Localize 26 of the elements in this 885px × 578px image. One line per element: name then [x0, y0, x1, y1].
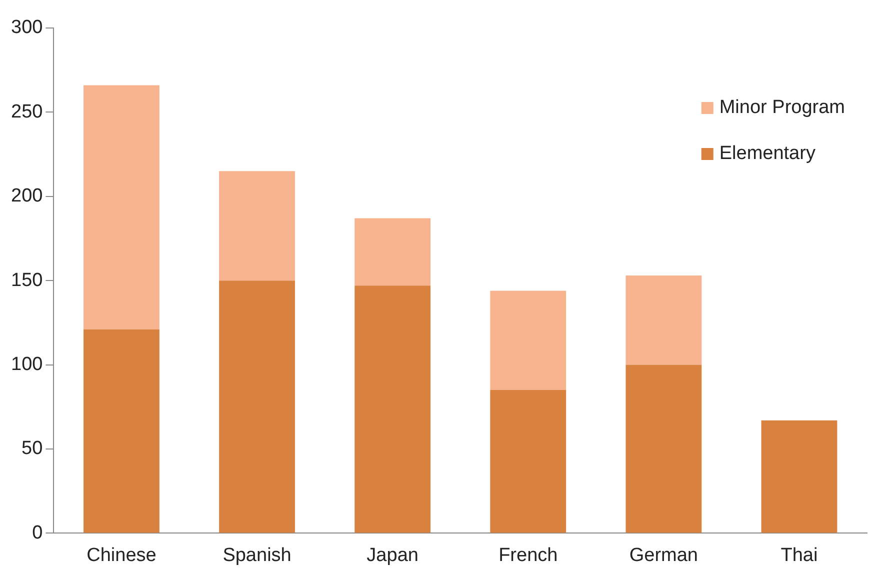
bar	[490, 290, 566, 390]
bar	[626, 364, 702, 533]
y-tick-label: 300	[11, 17, 43, 38]
y-tick-label: 150	[11, 270, 43, 291]
bar	[219, 171, 295, 281]
bar	[84, 85, 160, 330]
x-tick-label: French	[498, 544, 558, 566]
x-tick-label: Spanish	[222, 544, 292, 566]
y-tick-label: 0	[32, 522, 43, 544]
x-tick-label: Thai	[780, 544, 818, 566]
legend-label: Elementary	[719, 143, 816, 164]
bar	[761, 420, 838, 533]
x-tick-label: Japan	[366, 544, 418, 566]
legend-label: Minor Program	[719, 97, 846, 118]
bar	[219, 280, 295, 533]
bar	[354, 218, 431, 286]
x-tick-label: German	[629, 544, 698, 566]
bar	[490, 390, 566, 533]
y-tick-label: 50	[22, 438, 43, 460]
y-tick-label: 200	[11, 186, 43, 207]
x-tick-label: Chinese	[86, 544, 156, 566]
bar	[626, 276, 702, 365]
y-tick-label: 100	[11, 354, 43, 376]
y-tick-label: 250	[11, 101, 43, 122]
bar	[84, 329, 160, 533]
bar	[354, 286, 431, 533]
